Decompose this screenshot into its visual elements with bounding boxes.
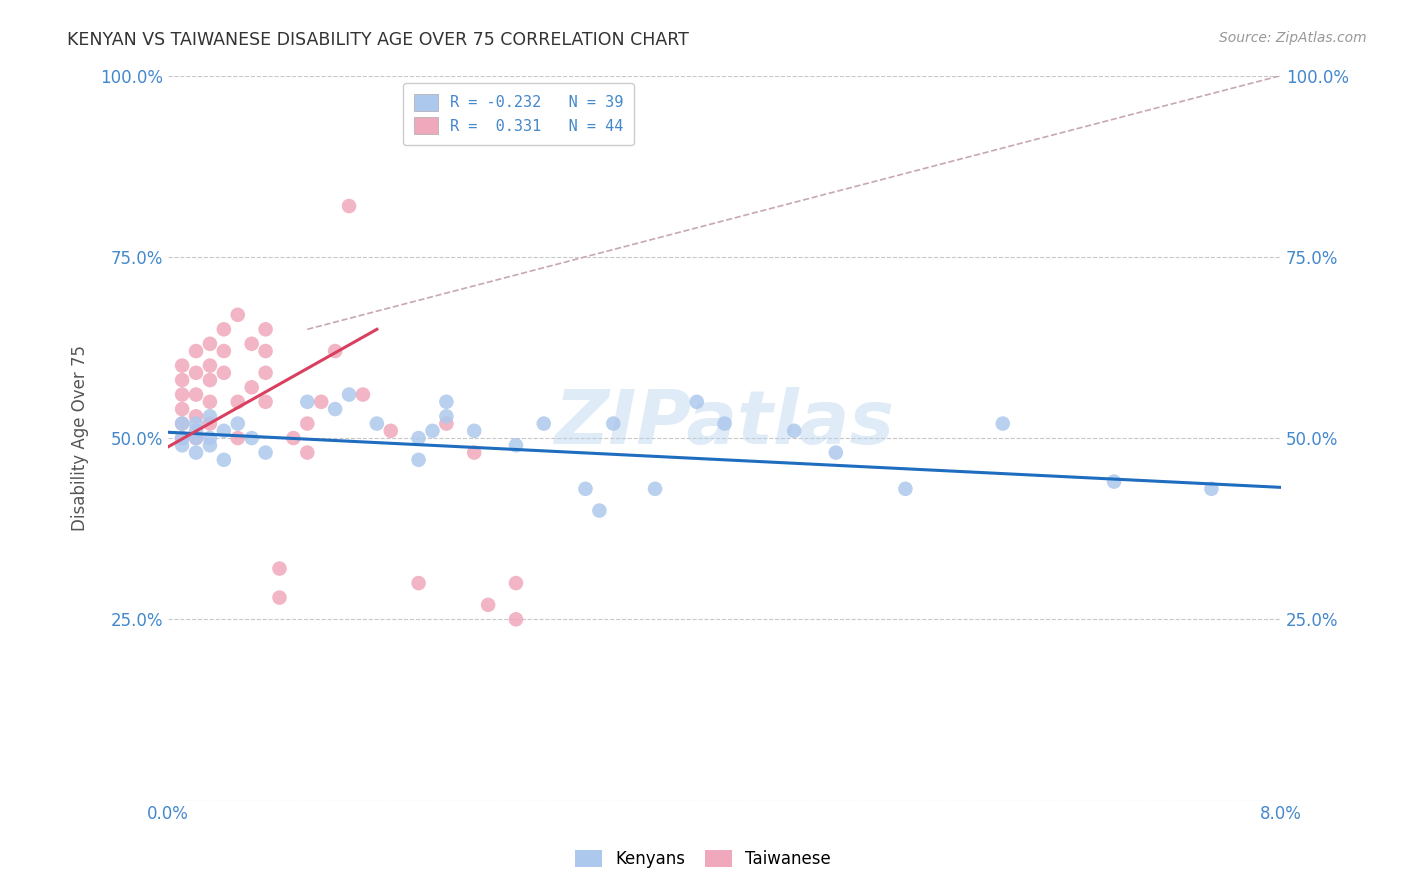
Point [172,417,194,431]
Point [283,431,305,445]
Legend: Kenyans, Taiwanese: Kenyans, Taiwanese [568,843,838,875]
Point [1102,475,1125,489]
Text: Source: ZipAtlas.com: Source: ZipAtlas.com [1219,31,1367,45]
Point [434,394,457,409]
Point [198,359,221,373]
Point [783,424,806,438]
Point [172,359,194,373]
Point [824,445,846,459]
Point [602,417,624,431]
Point [240,431,263,445]
Point [212,344,235,359]
Text: KENYAN VS TAIWANESE DISABILITY AGE OVER 75 CORRELATION CHART: KENYAN VS TAIWANESE DISABILITY AGE OVER … [67,31,689,49]
Point [254,366,277,380]
Point [198,438,221,452]
Point [172,431,194,445]
Point [184,431,207,445]
Point [172,438,194,452]
Point [588,503,610,517]
Point [254,344,277,359]
Point [269,591,291,605]
Point [505,612,527,626]
Point [172,402,194,417]
Point [408,452,430,467]
Point [366,417,388,431]
Point [226,308,249,322]
Point [172,373,194,387]
Point [686,394,709,409]
Point [184,431,207,445]
Point [254,445,277,459]
Point [894,482,917,496]
Point [269,561,291,575]
Point [240,380,263,394]
Point [240,336,263,351]
Point [352,387,374,401]
Point [337,387,360,401]
Point [991,417,1014,431]
Point [254,322,277,336]
Text: ZIPatlas: ZIPatlas [554,387,894,460]
Point [297,417,319,431]
Point [184,344,207,359]
Point [408,576,430,591]
Point [463,424,485,438]
Point [184,387,207,401]
Point [434,409,457,424]
Point [184,417,207,431]
Point [477,598,499,612]
Point [198,336,221,351]
Point [184,366,207,380]
Point [212,366,235,380]
Point [198,431,221,445]
Point [713,417,735,431]
Point [533,417,555,431]
Point [505,438,527,452]
Point [212,322,235,336]
Point [337,199,360,213]
Point [198,417,221,431]
Point [408,431,430,445]
Point [380,424,402,438]
Point [463,445,485,459]
Point [172,417,194,431]
Point [184,409,207,424]
Point [172,387,194,401]
Point [505,576,527,591]
Point [172,431,194,445]
Point [297,394,319,409]
Point [198,373,221,387]
Point [184,424,207,438]
Point [226,394,249,409]
Point [574,482,596,496]
Point [226,431,249,445]
Y-axis label: Disability Age Over 75: Disability Age Over 75 [72,345,89,531]
Point [212,424,235,438]
Point [184,445,207,459]
Point [434,417,457,431]
Point [198,394,221,409]
Legend: R = -0.232   N = 39, R =  0.331   N = 44: R = -0.232 N = 39, R = 0.331 N = 44 [404,83,634,145]
Point [212,452,235,467]
Point [644,482,666,496]
Point [309,394,332,409]
Point [254,394,277,409]
Point [1201,482,1223,496]
Point [198,409,221,424]
Point [297,445,319,459]
Point [323,402,346,417]
Point [226,417,249,431]
Point [422,424,444,438]
Point [323,344,346,359]
